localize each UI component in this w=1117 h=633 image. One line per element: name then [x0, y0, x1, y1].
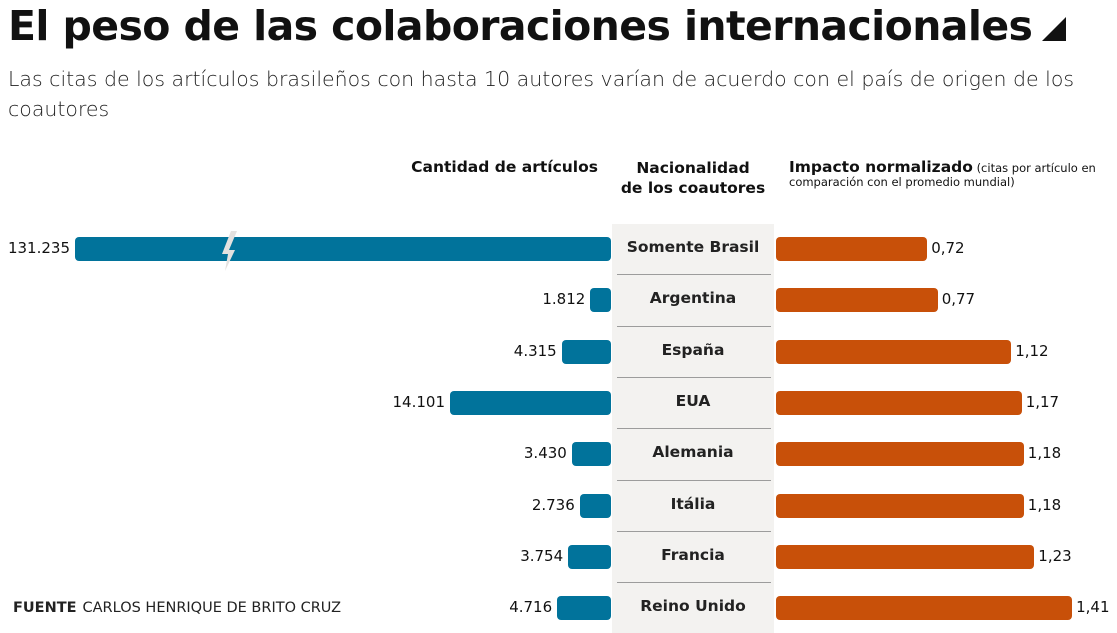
articles-value-label: 4.716 — [509, 598, 553, 616]
impact-value-label: 1,12 — [1015, 342, 1049, 360]
impact-bar — [776, 340, 1012, 364]
nationality-header-line2: de los coautores — [620, 179, 766, 197]
impact-bar — [776, 596, 1073, 620]
articles-bar — [568, 545, 611, 569]
impact-bar — [776, 494, 1024, 518]
articles-value-label: 3.754 — [520, 547, 564, 565]
row-separator — [617, 531, 771, 532]
impact-value-label: 1,17 — [1025, 393, 1060, 411]
articles-bar — [450, 391, 611, 415]
articles-value-label: 3.430 — [523, 444, 567, 462]
articles-bar — [571, 442, 611, 466]
articles-column-header: Cantidad de artículos — [411, 158, 598, 176]
country-label: España — [661, 341, 725, 359]
impact-bar — [776, 391, 1022, 415]
articles-bar — [557, 596, 611, 620]
impact-header-title: Impacto normalizado — [789, 158, 973, 176]
impact-column-header: Impacto normalizado (citas por artículo … — [789, 158, 1117, 189]
impact-bar — [776, 545, 1035, 569]
articles-value-label: 14.101 — [392, 393, 446, 411]
impact-value-label: 1,18 — [1027, 444, 1062, 462]
impact-bar — [776, 442, 1024, 466]
row-separator — [617, 274, 771, 275]
impact-value-label: 0,77 — [941, 290, 976, 308]
country-label: Somente Brasil — [626, 238, 760, 256]
row-separator — [617, 428, 771, 429]
impact-value-label: 1,41 — [1076, 598, 1110, 616]
impact-value-label: 0,72 — [931, 239, 965, 257]
chart-title-text: El peso de las colaboraciones internacio… — [8, 2, 1033, 50]
country-label: EUA — [675, 392, 711, 410]
source-text: CARLOS HENRIQUE DE BRITO CRUZ — [82, 600, 342, 616]
articles-bar — [579, 494, 611, 518]
row-separator — [617, 582, 771, 583]
row-separator — [617, 480, 771, 481]
impact-bar — [776, 288, 938, 312]
country-label: Reino Unido — [640, 597, 746, 615]
impact-header-note: (citas por artículo en comparación con e… — [789, 161, 1096, 189]
source-label: FUENTE — [13, 600, 77, 616]
row-separator — [617, 377, 771, 378]
articles-value-label: 2.736 — [531, 496, 575, 514]
nationality-header-line1: Nacionalidad — [636, 159, 750, 177]
nationality-column-header: Nacionalidad de los coautores — [612, 158, 774, 198]
articles-bar — [75, 237, 611, 261]
chart-subtitle: Las citas de los artículos brasileños co… — [8, 67, 1075, 121]
articles-bar — [590, 288, 611, 312]
articles-value-label: 1.812 — [542, 290, 586, 308]
articles-value-label: 131.235 — [7, 239, 70, 257]
axis-break-icon — [222, 231, 237, 271]
country-label: Francia — [661, 546, 725, 564]
articles-bar — [561, 340, 611, 364]
row-separator — [617, 326, 771, 327]
articles-value-label: 4.315 — [513, 342, 557, 360]
country-label: Argentina — [649, 289, 737, 307]
impact-bar — [776, 237, 928, 261]
chart-title: El peso de las colaboraciones internacio… — [8, 2, 1067, 50]
corner-triangle-icon — [1042, 17, 1067, 41]
impact-value-label: 1,23 — [1038, 547, 1072, 565]
impact-value-label: 1,18 — [1027, 496, 1062, 514]
country-label: Alemania — [652, 443, 734, 461]
source-note: FUENTE CARLOS HENRIQUE DE BRITO CRUZ — [13, 600, 341, 616]
country-label: Itália — [670, 495, 716, 513]
